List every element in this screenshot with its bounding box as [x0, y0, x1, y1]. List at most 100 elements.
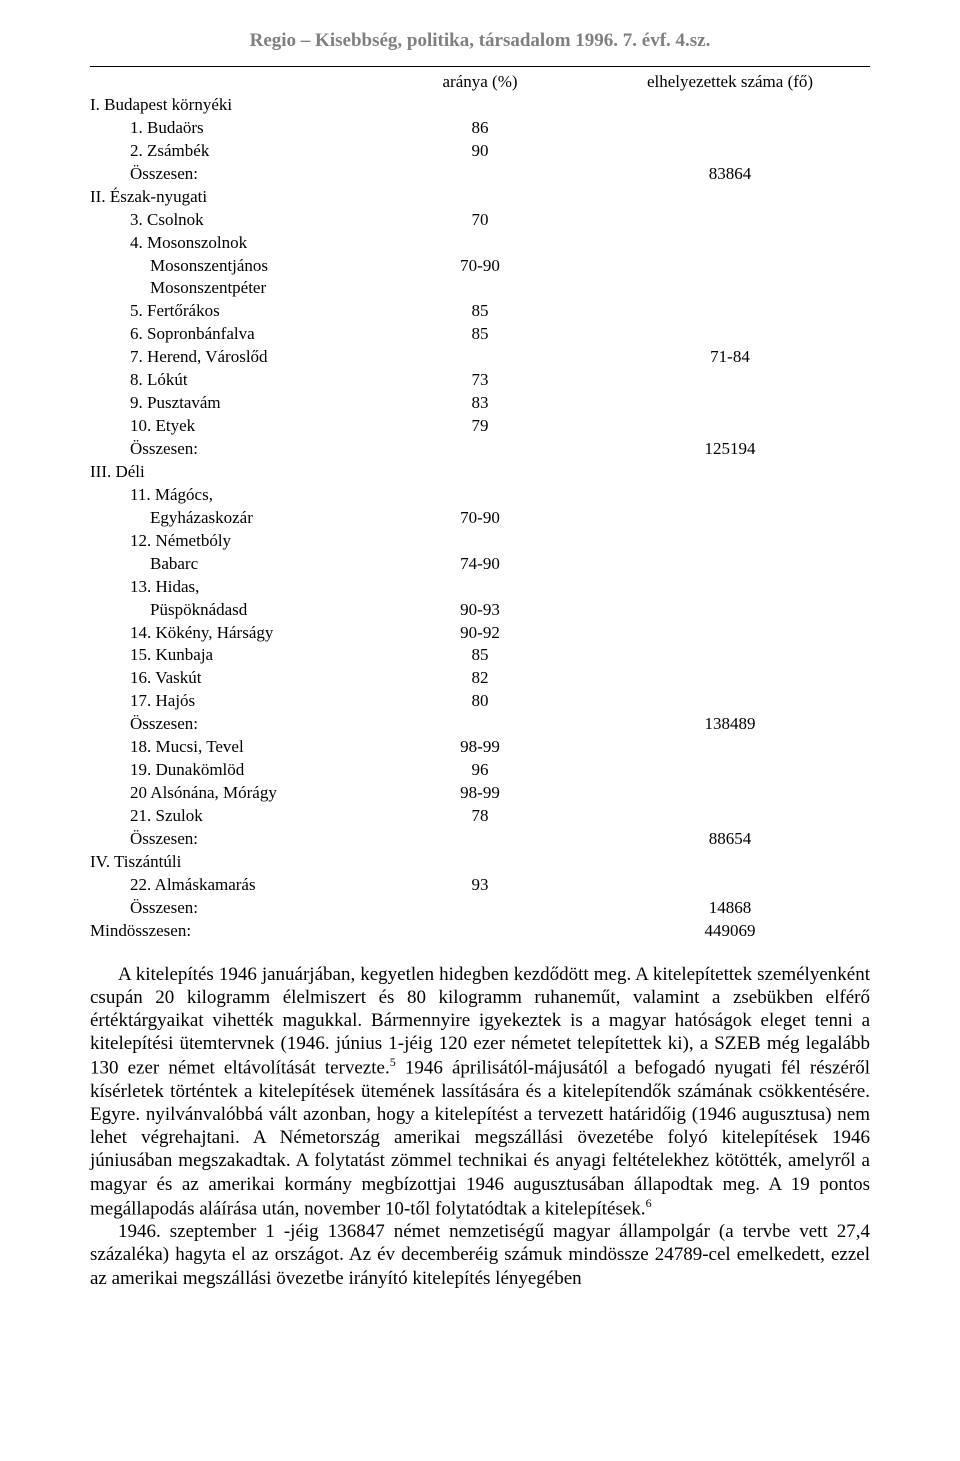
row-count: [590, 599, 870, 622]
group-ratio: [370, 851, 590, 874]
body-paragraph: 1946. szeptember 1 -jéig 136847 német ne…: [90, 1220, 870, 1290]
row-label: 20 Alsónána, Mórágy: [90, 782, 370, 805]
row-label: 1. Budaörs: [90, 117, 370, 140]
table-row: 20 Alsónána, Mórágy98-99: [90, 782, 870, 805]
group-ratio: [370, 186, 590, 209]
row-ratio: 90-93: [370, 599, 590, 622]
row-count: [590, 392, 870, 415]
group-count: [590, 186, 870, 209]
table-row: Összesen: 83864: [90, 163, 870, 186]
group-label: I. Budapest környéki: [90, 94, 370, 117]
row-count: [590, 507, 870, 530]
row-label: 14. Kökény, Hárságy: [90, 622, 370, 645]
row-count: [590, 667, 870, 690]
row-count: 83864: [590, 163, 870, 186]
table-row: 3. Csolnok70: [90, 209, 870, 232]
table-top-rule: [90, 66, 870, 67]
row-label: 15. Kunbaja: [90, 644, 370, 667]
table-group-row: II. Észak-nyugati: [90, 186, 870, 209]
table-row: 21. Szulok78: [90, 805, 870, 828]
row-label: 16. Vaskút: [90, 667, 370, 690]
row-count: [590, 369, 870, 392]
row-count: [590, 690, 870, 713]
grand-total-label: Mindösszesen:: [90, 920, 370, 943]
table-row: Összesen: 14868: [90, 897, 870, 920]
table-row: 12. Németbóly: [90, 530, 870, 553]
row-label: 17. Hajós: [90, 690, 370, 713]
row-label: Összesen:: [90, 163, 370, 186]
row-label: Összesen:: [90, 897, 370, 920]
table-row: 10. Etyek79: [90, 415, 870, 438]
table-row: 19. Dunakömlöd96: [90, 759, 870, 782]
row-label: Mosonszentpéter: [90, 277, 370, 300]
row-ratio: [370, 346, 590, 369]
table-row: 13. Hidas,: [90, 576, 870, 599]
row-count: 88654: [590, 828, 870, 851]
row-count: [590, 140, 870, 163]
row-count: [590, 277, 870, 300]
row-label: 22. Almáskamarás: [90, 874, 370, 897]
row-ratio: 70-90: [370, 507, 590, 530]
row-ratio: [370, 232, 590, 255]
table-row: Babarc74-90: [90, 553, 870, 576]
row-ratio: 74-90: [370, 553, 590, 576]
table-row: Egyházaskozár70-90: [90, 507, 870, 530]
table-group-row: I. Budapest környéki: [90, 94, 870, 117]
row-ratio: 96: [370, 759, 590, 782]
table-header-count: elhelyezettek száma (fő): [590, 71, 870, 94]
row-ratio: 85: [370, 323, 590, 346]
row-ratio: 93: [370, 874, 590, 897]
row-ratio: 85: [370, 300, 590, 323]
row-label: Püspöknádasd: [90, 599, 370, 622]
row-ratio: [370, 438, 590, 461]
page-title: Regio – Kisebbség, politika, társadalom …: [90, 30, 870, 52]
row-label: 11. Mágócs,: [90, 484, 370, 507]
table-row: 17. Hajós80: [90, 690, 870, 713]
table-row: 16. Vaskút82: [90, 667, 870, 690]
row-count: [590, 782, 870, 805]
row-count: [590, 644, 870, 667]
row-count: [590, 736, 870, 759]
table-row: 6. Sopronbánfalva85: [90, 323, 870, 346]
table-row: Mosonszentpéter: [90, 277, 870, 300]
row-count: [590, 415, 870, 438]
footnote-ref: 5: [390, 1055, 396, 1069]
row-ratio: [370, 163, 590, 186]
group-count: [590, 851, 870, 874]
row-ratio: 70: [370, 209, 590, 232]
row-count: [590, 622, 870, 645]
row-count: [590, 209, 870, 232]
group-ratio: [370, 461, 590, 484]
row-ratio: 98-99: [370, 736, 590, 759]
table-row: 22. Almáskamarás93: [90, 874, 870, 897]
row-count: 14868: [590, 897, 870, 920]
row-count: [590, 805, 870, 828]
group-ratio: [370, 94, 590, 117]
row-label: 9. Pusztavám: [90, 392, 370, 415]
row-count: 138489: [590, 713, 870, 736]
row-label: 5. Fertőrákos: [90, 300, 370, 323]
table-row: 4. Mosonszolnok: [90, 232, 870, 255]
table-row: 18. Mucsi, Tevel98-99: [90, 736, 870, 759]
row-label: 10. Etyek: [90, 415, 370, 438]
group-count: [590, 461, 870, 484]
row-label: 21. Szulok: [90, 805, 370, 828]
row-label: 7. Herend, Városlőd: [90, 346, 370, 369]
row-count: [590, 484, 870, 507]
footnote-ref: 6: [646, 1196, 652, 1210]
row-count: [590, 874, 870, 897]
row-ratio: 98-99: [370, 782, 590, 805]
row-ratio: 83: [370, 392, 590, 415]
row-label: Összesen:: [90, 828, 370, 851]
body-text: A kitelepítés 1946 januárjában, kegyetle…: [90, 963, 870, 1290]
row-count: [590, 300, 870, 323]
table-row: Mosonszentjános70-90: [90, 255, 870, 278]
row-ratio: [370, 897, 590, 920]
row-count: [590, 117, 870, 140]
row-ratio: [370, 484, 590, 507]
row-label: 19. Dunakömlöd: [90, 759, 370, 782]
row-ratio: 82: [370, 667, 590, 690]
table-row: Összesen: 88654: [90, 828, 870, 851]
row-count: [590, 232, 870, 255]
row-ratio: 90-92: [370, 622, 590, 645]
